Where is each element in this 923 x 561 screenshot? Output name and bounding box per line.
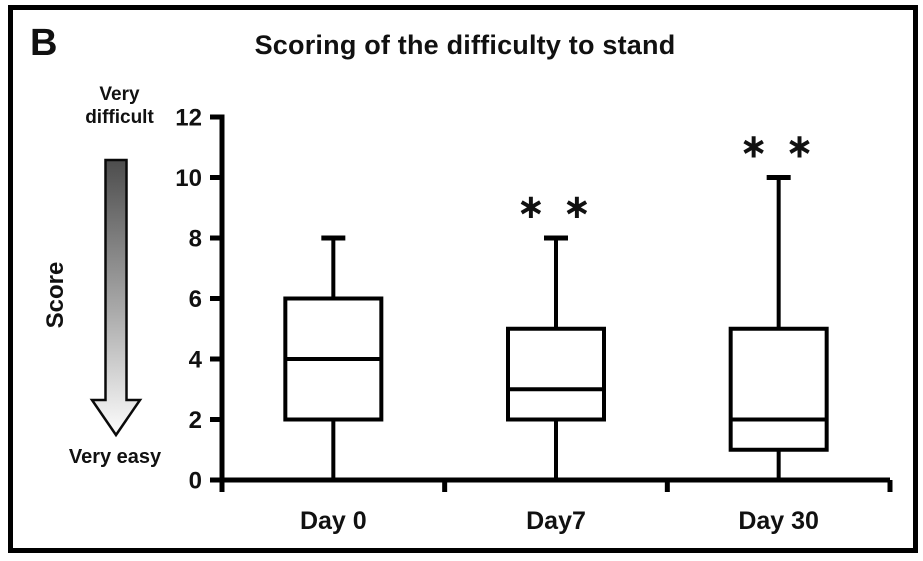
scale-bottom-label: Very easy xyxy=(68,446,162,468)
y-tick-label: 12 xyxy=(175,104,202,131)
panel-label: B xyxy=(30,22,58,64)
category-label-day7: Day7 xyxy=(526,507,586,535)
y-tick-label: 0 xyxy=(189,467,202,494)
category-label-day-30: Day 30 xyxy=(738,507,819,535)
y-tick-label: 10 xyxy=(175,165,202,192)
scale-top-label: Very difficult xyxy=(85,84,154,128)
significance-marker: ∗ ∗ xyxy=(517,188,595,226)
iqr-box xyxy=(728,326,829,452)
figure-frame xyxy=(8,5,918,553)
y-tick-label: 4 xyxy=(189,346,203,373)
iqr-box xyxy=(506,326,606,422)
y-tick-label: 2 xyxy=(189,407,202,434)
y-tick-label: 8 xyxy=(189,225,202,252)
y-tick-label: 6 xyxy=(189,286,202,313)
significance-marker: ∗ ∗ xyxy=(739,127,817,165)
box-plot-day7: ∗ ∗ Day7 xyxy=(506,188,606,535)
difficulty-gradient-arrow-icon xyxy=(85,158,147,440)
box-plot-day-30: ∗ ∗ Day 30 xyxy=(728,127,829,535)
category-label-day-0: Day 0 xyxy=(300,507,367,535)
box-plot-day-0: Day 0 xyxy=(283,235,384,535)
chart-title: Scoring of the difficulty to stand xyxy=(254,30,676,60)
